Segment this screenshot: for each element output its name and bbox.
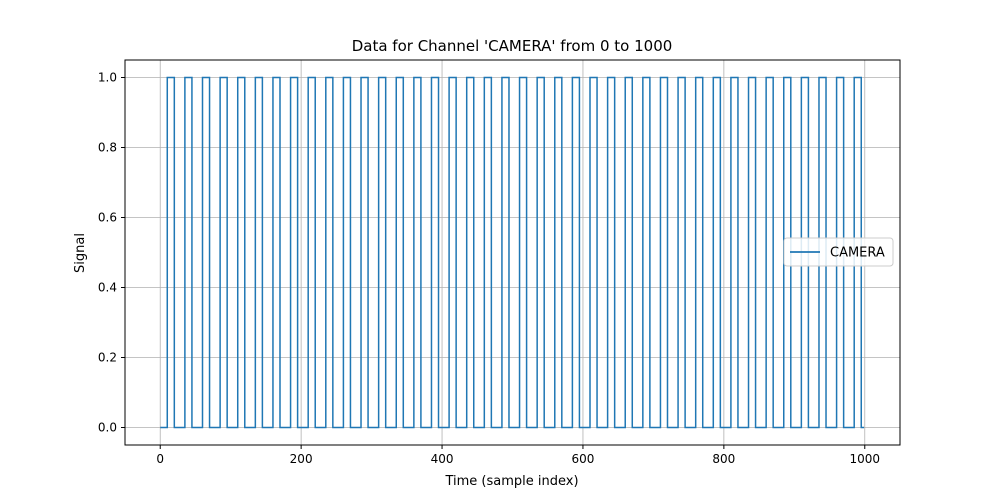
y-axis-label: Signal — [73, 233, 88, 273]
x-axis: 0 200 400 600 800 1000 — [156, 445, 880, 466]
series-line-camera — [160, 76, 865, 429]
y-tick-label: 0.8 — [98, 141, 117, 155]
legend-box — [783, 237, 894, 267]
x-tick-label: 600 — [572, 452, 595, 466]
y-tick-label: 0.4 — [98, 281, 117, 295]
legend: CAMERA — [783, 237, 894, 267]
series-layer — [160, 76, 865, 429]
chart-title: Data for Channel 'CAMERA' from 0 to 1000 — [352, 37, 673, 55]
y-tick-label: 0.2 — [98, 351, 117, 365]
legend-label-camera: CAMERA — [830, 246, 885, 261]
x-tick-label: 400 — [431, 452, 454, 466]
y-tick-label: 0.6 — [98, 211, 117, 225]
axes-frame — [124, 59, 901, 446]
x-tick-label: 1000 — [849, 452, 880, 466]
y-tick-label: 0.0 — [98, 421, 117, 435]
x-tick-label: 200 — [290, 452, 313, 466]
y-axis: 0.0 0.2 0.4 0.6 0.8 1.0 — [98, 71, 125, 435]
x-tick-label: 0 — [156, 452, 164, 466]
x-axis-label: Time (sample index) — [444, 474, 578, 489]
y-tick-label: 1.0 — [98, 71, 117, 85]
x-tick-label: 800 — [712, 452, 735, 466]
